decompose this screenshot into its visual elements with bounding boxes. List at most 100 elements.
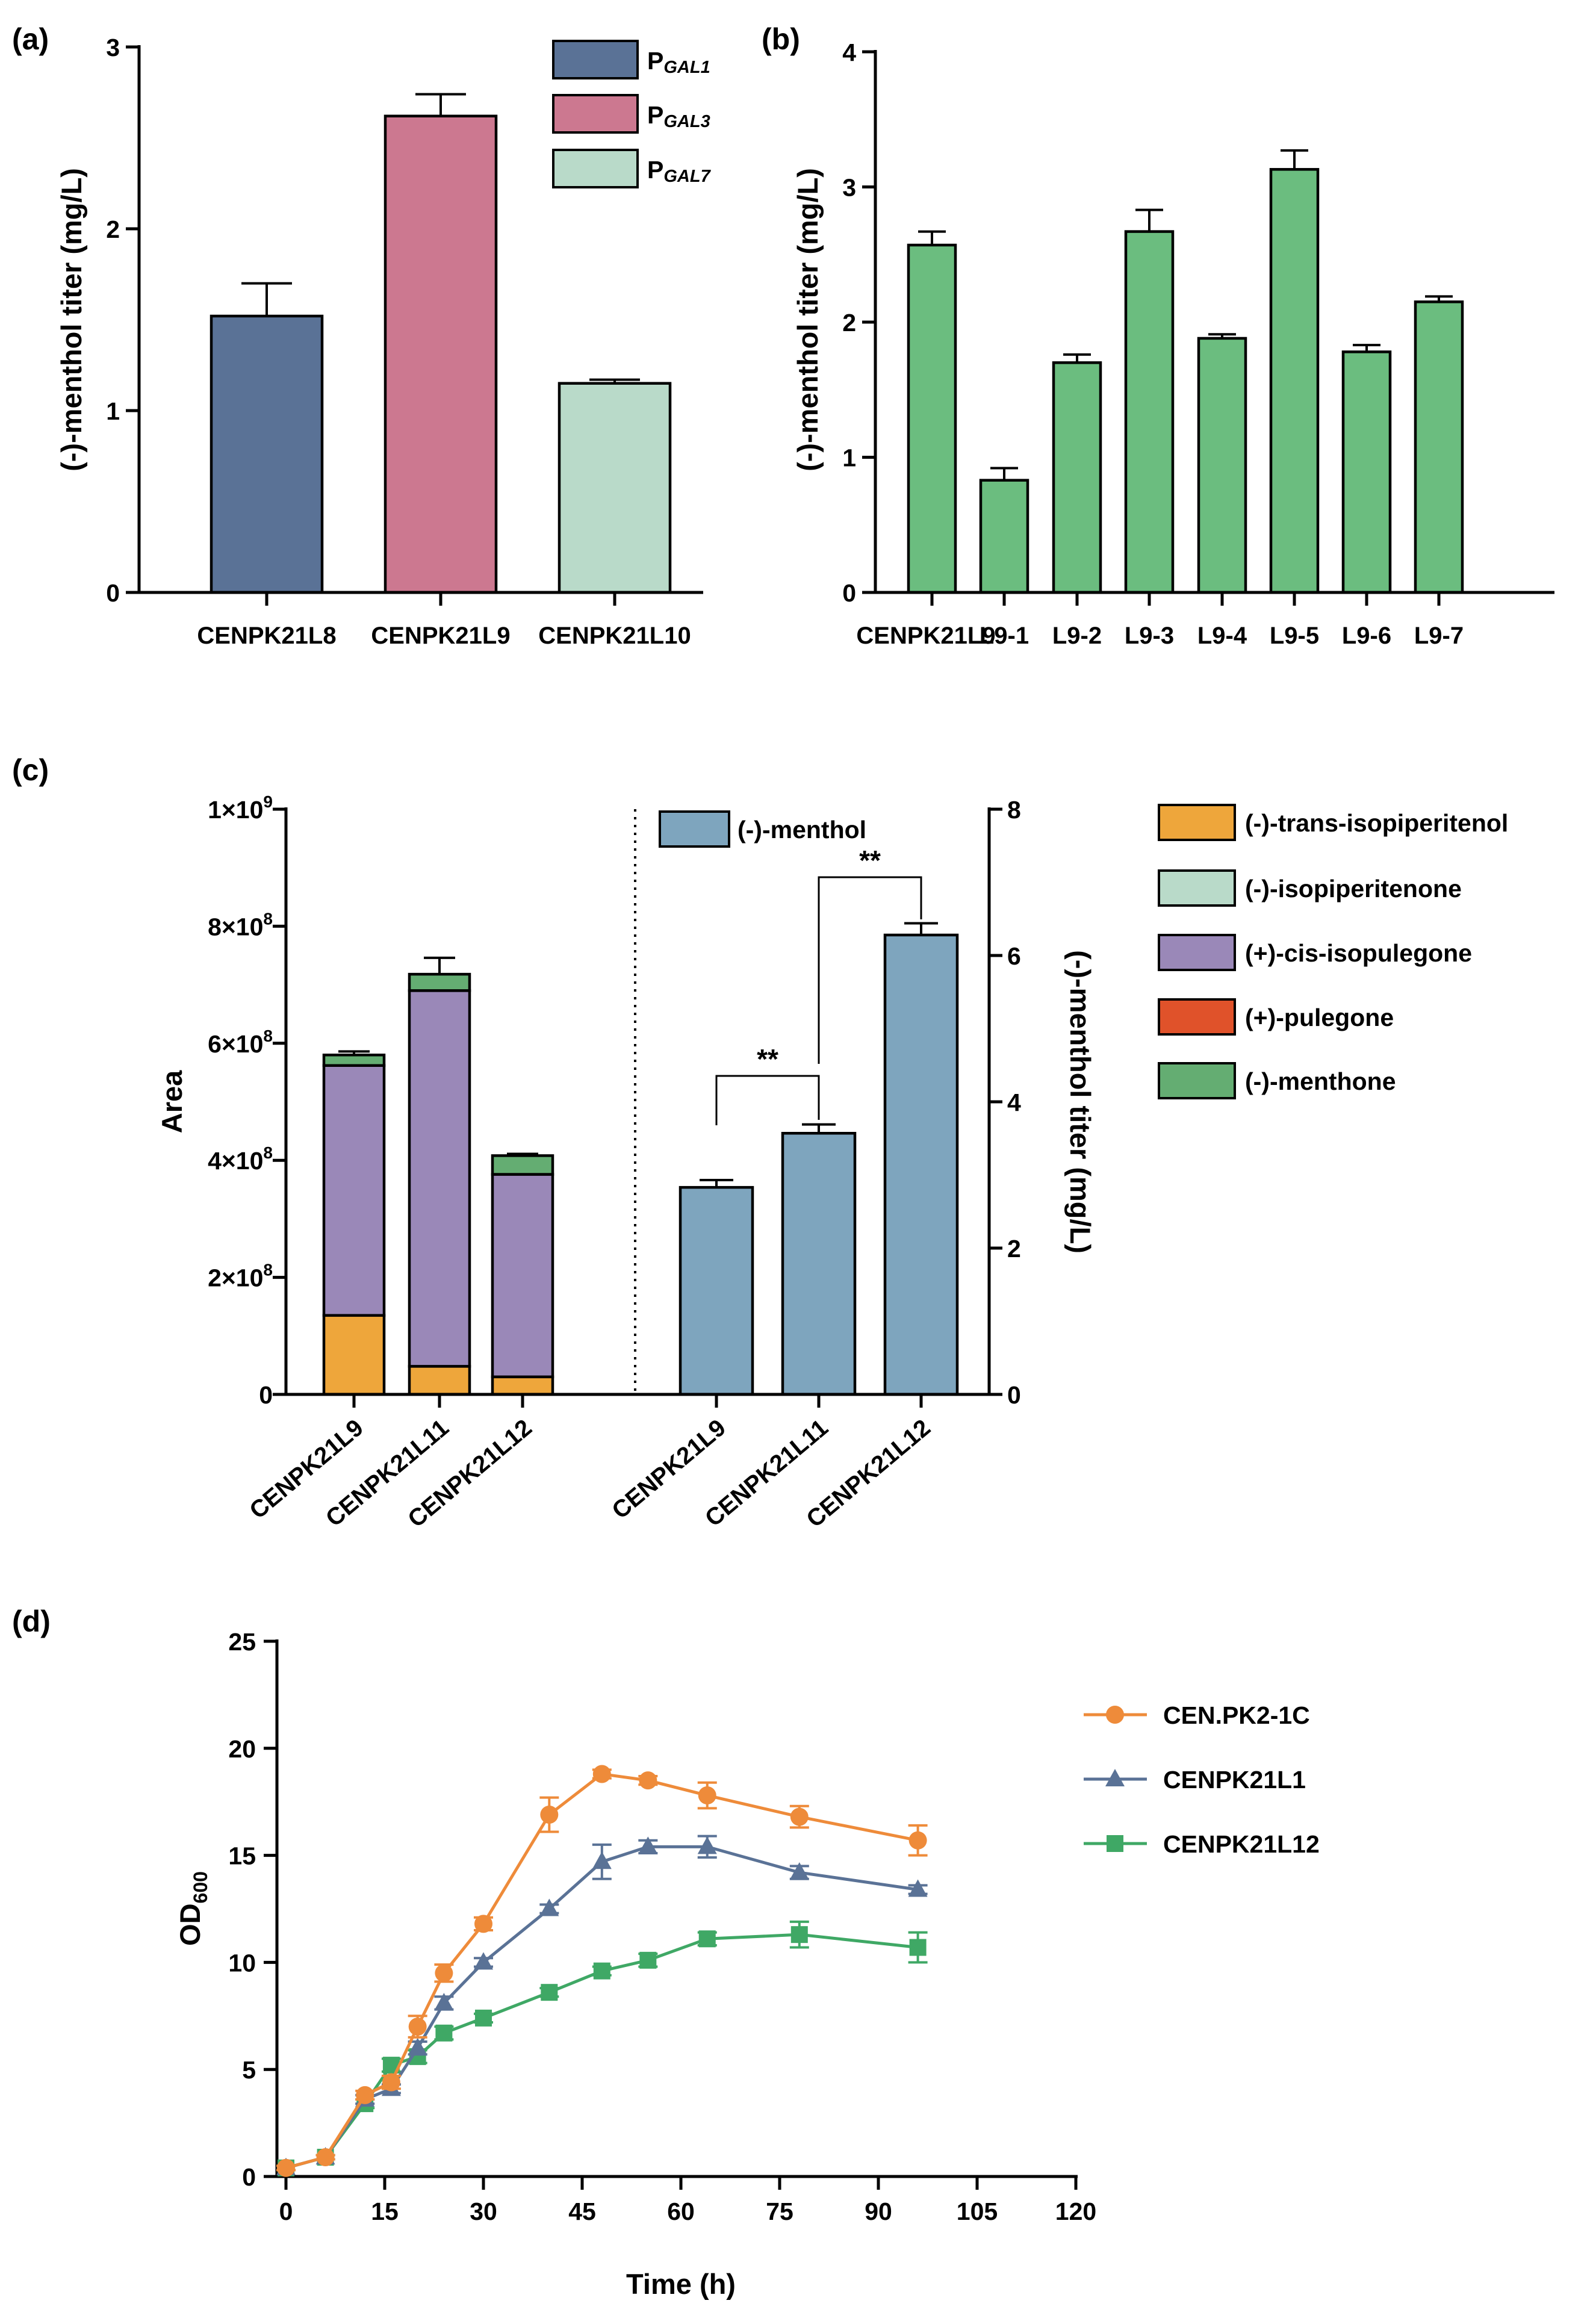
data-point bbox=[1105, 1769, 1125, 1786]
bar bbox=[557, 382, 672, 594]
left-y-tick-label: 2×108 bbox=[208, 1261, 273, 1292]
data-point bbox=[1107, 1835, 1123, 1852]
data-point bbox=[356, 2086, 374, 2104]
data-point bbox=[316, 2148, 335, 2166]
bar bbox=[907, 243, 957, 594]
significance-label: ** bbox=[859, 845, 881, 876]
y-tick-label: 10 bbox=[228, 1949, 256, 1977]
bar bbox=[1197, 337, 1247, 594]
data-point bbox=[790, 1926, 808, 1943]
stacked-bar-segment bbox=[408, 972, 471, 992]
data-point bbox=[1106, 1706, 1124, 1724]
tick-exponent: 9 bbox=[263, 792, 273, 811]
data-point bbox=[638, 1836, 658, 1854]
panel-label: (d) bbox=[12, 1605, 51, 1638]
stacked-bar-segment bbox=[491, 1173, 554, 1379]
x-tick-label: 75 bbox=[766, 2198, 793, 2225]
x-tick-label: 0 bbox=[279, 2198, 293, 2225]
left-y-tick-label: 8×108 bbox=[208, 909, 273, 940]
data-point bbox=[592, 1851, 612, 1869]
tick-base: 2×10 bbox=[208, 1264, 263, 1292]
y-tick-label: 15 bbox=[228, 1842, 256, 1870]
menthol-bar bbox=[781, 1131, 857, 1396]
legend-label: (-)-trans-isopiperitenol bbox=[1245, 809, 1508, 837]
x-tick-label: L9-3 bbox=[1125, 623, 1174, 649]
y-axis-tick-label: 3 bbox=[842, 174, 856, 202]
x-tick-label: 30 bbox=[470, 2198, 497, 2225]
bar bbox=[210, 314, 324, 594]
legend-prefix: P bbox=[647, 47, 663, 75]
y-axis-tick-label: 1 bbox=[106, 397, 120, 425]
y-axis-tick-label: 2 bbox=[106, 216, 120, 243]
right-y-tick-label: 0 bbox=[1007, 1381, 1021, 1409]
legend-label: (-)-menthol bbox=[738, 816, 866, 844]
legend-swatch bbox=[1158, 934, 1236, 971]
left-y-tick-label: 0 bbox=[259, 1381, 273, 1409]
x-tick-label: L9-4 bbox=[1197, 623, 1247, 649]
right-y-tick-label: 8 bbox=[1007, 796, 1021, 824]
data-point bbox=[697, 1836, 717, 1854]
y-axis-tick-label: 0 bbox=[842, 579, 856, 607]
right-y-axis-title: (-)-menthol titer (mg/L) bbox=[1064, 950, 1096, 1254]
legend-label: PGAL3 bbox=[647, 101, 710, 131]
legend-swatch bbox=[552, 40, 639, 79]
panel-d: (d) 0 5 10 15 20 25 0 15 30 45 60 75 90 105 120 Time (h)… bbox=[12, 1605, 1320, 2300]
x-tick-label: L9-7 bbox=[1414, 623, 1464, 649]
left-y-tick-label: 1×109 bbox=[208, 792, 273, 824]
panel-label: (c) bbox=[12, 753, 49, 787]
x-tick-label: L9-5 bbox=[1270, 623, 1319, 649]
tick-base: 8×10 bbox=[208, 913, 263, 940]
y-tick-label: 20 bbox=[228, 1735, 256, 1763]
bar bbox=[979, 479, 1029, 594]
x-tick-label: L9-1 bbox=[980, 623, 1029, 649]
series-triangle bbox=[276, 1835, 928, 2175]
data-point bbox=[408, 2018, 427, 2036]
data-point bbox=[408, 2037, 427, 2055]
data-point bbox=[789, 1862, 809, 1880]
legend-prefix: P bbox=[647, 156, 663, 184]
bar bbox=[1414, 300, 1464, 594]
data-point bbox=[435, 1964, 453, 1983]
panel-label: (a) bbox=[12, 22, 49, 56]
legend-label: (+)-cis-isopulegone bbox=[1245, 939, 1472, 967]
menthol-bar bbox=[883, 933, 959, 1396]
legend-label: CEN.PK2-1C bbox=[1163, 1701, 1310, 1729]
y-axis-tick-label: 3 bbox=[106, 34, 120, 61]
y-axis-title: (-)-menthol titer (mg/L) bbox=[792, 168, 824, 471]
data-point bbox=[790, 1807, 809, 1826]
y-axis-title-base: OD bbox=[174, 1903, 206, 1946]
x-tick-label: CENPK21L8 bbox=[197, 623, 336, 649]
bar bbox=[1341, 350, 1392, 594]
legend-label: (-)-isopiperitenone bbox=[1245, 875, 1462, 903]
data-point bbox=[541, 1984, 558, 2001]
data-point bbox=[908, 1831, 927, 1850]
x-tick-label: CENPK21L9 bbox=[856, 623, 995, 649]
legend-swatch bbox=[552, 149, 639, 188]
left-y-tick-label: 6×108 bbox=[208, 1027, 273, 1058]
y-axis-title-subscript: 600 bbox=[190, 1871, 211, 1903]
tick-exponent: 8 bbox=[263, 1143, 273, 1162]
significance-label: ** bbox=[757, 1043, 778, 1075]
x-tick-label: CENPK21L9 bbox=[371, 623, 510, 649]
legend-swatch bbox=[1158, 1062, 1236, 1099]
legend-subscript: GAL3 bbox=[663, 112, 710, 131]
right-y-tick-label: 4 bbox=[1007, 1089, 1021, 1116]
series-line bbox=[285, 1845, 918, 2170]
tick-base: 1×10 bbox=[208, 796, 263, 824]
legend-swatch bbox=[1158, 804, 1236, 841]
stacked-bar-segment bbox=[491, 1375, 554, 1396]
tick-exponent: 8 bbox=[263, 1261, 273, 1279]
data-point bbox=[592, 1765, 611, 1783]
y-axis-title: OD600 bbox=[174, 1871, 211, 1946]
significance-bracket bbox=[818, 876, 922, 1064]
legend-swatch bbox=[1158, 869, 1236, 907]
y-axis-tick-label: 4 bbox=[842, 39, 856, 66]
legend-label: PGAL1 bbox=[647, 47, 710, 77]
panel-a: (a) CENPK21L8 CENPK21L9 CENPK21L10 0 1 2 3 (-)-m… bbox=[12, 22, 712, 649]
legend-label: CENPK21L12 bbox=[1163, 1830, 1320, 1858]
menthol-bar bbox=[678, 1185, 754, 1396]
data-point bbox=[639, 1771, 657, 1790]
bar bbox=[1124, 230, 1175, 594]
data-point bbox=[639, 1951, 657, 1969]
